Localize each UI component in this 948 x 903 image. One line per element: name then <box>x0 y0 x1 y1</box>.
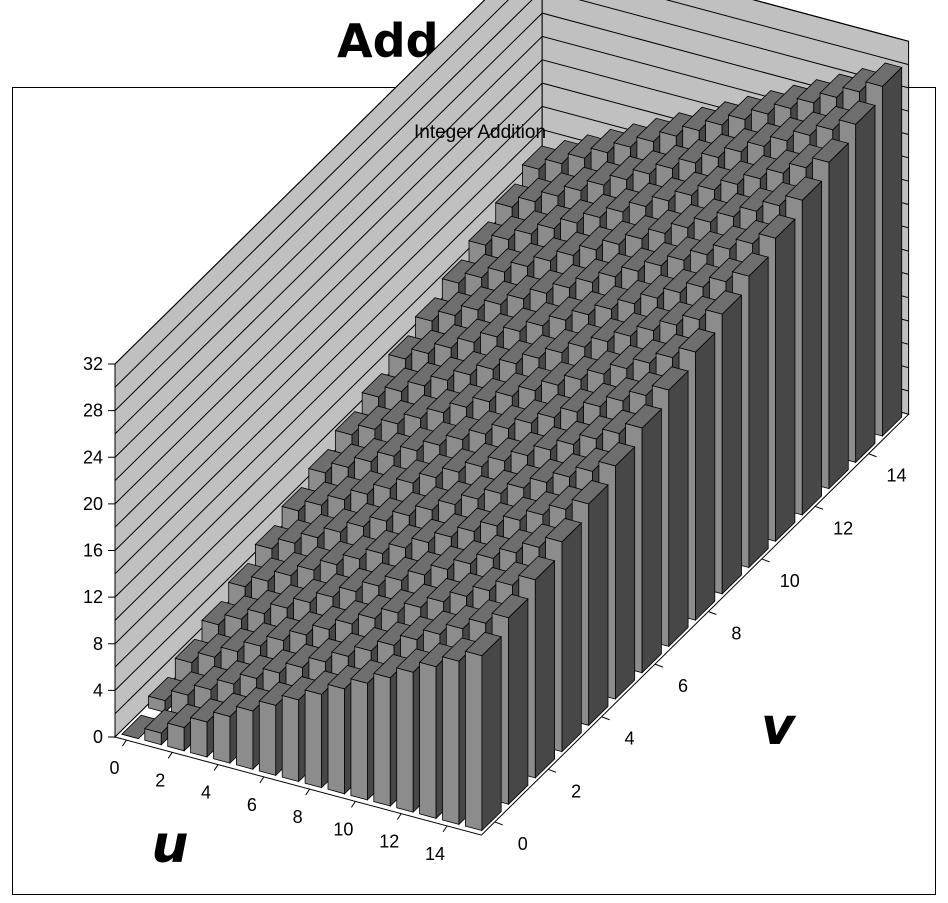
chart-title: Integer Addition <box>414 122 546 143</box>
title-function-name: Add <box>337 14 439 68</box>
bar-side-face <box>641 408 662 674</box>
bar-side-face <box>481 635 502 832</box>
bar-top-face <box>491 593 529 619</box>
x-tick-label: 10 <box>333 819 353 839</box>
z-tick-label: 24 <box>83 447 103 467</box>
bar-top-face <box>704 290 743 315</box>
gridline <box>114 12 909 435</box>
bar-top-face <box>785 176 823 201</box>
y-tick <box>814 505 824 510</box>
bar-front-face <box>304 689 323 789</box>
gridline <box>114 0 909 411</box>
bar-side-face <box>801 180 822 516</box>
y-tick <box>708 611 717 615</box>
x-tick <box>122 739 127 747</box>
x-tick-label: 4 <box>201 783 211 803</box>
bar-front-face <box>167 722 185 752</box>
x-tick <box>396 813 402 820</box>
y-tick-label: 10 <box>780 571 800 591</box>
bar-front-face <box>419 661 437 819</box>
z-tick-label: 20 <box>83 494 103 514</box>
chart-bars <box>121 62 903 832</box>
bar-front-face <box>213 711 231 764</box>
y-tick-label: 0 <box>518 834 528 854</box>
gridline <box>114 0 909 365</box>
bar-side-face <box>748 256 769 569</box>
x-axis-label: u <box>151 815 188 875</box>
x-tick-label: 12 <box>379 832 399 852</box>
y-tick <box>494 821 503 826</box>
x-tick <box>442 825 448 833</box>
bar-front-face <box>350 678 368 801</box>
bar-top-face <box>811 138 850 163</box>
x-tick <box>167 752 173 759</box>
bar-top-face <box>598 442 636 467</box>
bar-top-face <box>464 631 502 657</box>
gridline <box>114 0 909 388</box>
x-tick <box>259 776 265 784</box>
y-tick <box>868 453 877 458</box>
y-tick-label: 4 <box>625 729 635 749</box>
bar-front-face <box>327 683 345 795</box>
x-tick-label: 2 <box>155 770 165 790</box>
bar-top-face <box>518 555 556 581</box>
bar-top-face <box>838 100 876 125</box>
y-tick <box>547 768 557 773</box>
bar-top-face <box>731 252 769 277</box>
y-axis-label: v <box>761 697 797 757</box>
bar-front-face <box>281 694 300 783</box>
y-tick-label: 2 <box>571 781 581 801</box>
bar-side-face <box>721 294 742 595</box>
y-tick-label: 8 <box>731 624 741 644</box>
bar-top-face <box>865 62 903 87</box>
x-tick-label: 0 <box>109 758 119 778</box>
z-tick-label: 12 <box>83 587 103 607</box>
bar-front-face <box>442 656 460 825</box>
bar-top-face <box>624 404 663 429</box>
z-tick-label: 16 <box>83 541 103 561</box>
x-tick <box>305 788 311 796</box>
bar-side-face <box>855 104 876 464</box>
y-tick-label: 14 <box>887 466 907 486</box>
z-tick-label: 4 <box>93 680 103 700</box>
y-tick <box>601 716 610 721</box>
bar-top-face <box>678 328 716 353</box>
bar-front-face <box>373 672 391 807</box>
bar-top-face <box>544 518 583 543</box>
y-tick <box>654 663 664 668</box>
bar-side-face <box>588 483 609 727</box>
x-tick-label: 14 <box>425 844 445 864</box>
bar-side-face <box>695 332 716 622</box>
bar-side-face <box>508 597 529 806</box>
z-tick-label: 28 <box>83 401 103 421</box>
y-tick-label: 6 <box>678 676 688 696</box>
x-tick-label: 6 <box>247 795 257 815</box>
bar-side-face <box>828 142 849 490</box>
z-tick-label: 32 <box>83 354 103 374</box>
bar-front-face <box>190 717 208 758</box>
bar-top-face <box>758 214 796 239</box>
x-tick-label: 8 <box>293 807 303 827</box>
bar-side-face <box>561 521 582 753</box>
bar-front-face <box>258 700 277 776</box>
bar-side-face <box>882 66 903 437</box>
x-tick <box>213 764 219 771</box>
bar-front-face <box>235 705 254 770</box>
x-tick <box>351 801 356 808</box>
bar-side-face <box>534 559 555 779</box>
z-tick-label: 0 <box>93 727 103 747</box>
bar-side-face <box>668 370 689 648</box>
bar-side-face <box>615 446 636 700</box>
bar-side-face <box>775 218 796 543</box>
bar-top-face <box>571 480 609 505</box>
bar-top-face <box>651 366 689 391</box>
bar <box>464 631 502 832</box>
y-tick <box>761 558 770 563</box>
z-tick-label: 8 <box>93 634 103 654</box>
bar-front-face <box>396 667 414 813</box>
bar-front-face <box>464 650 483 832</box>
y-tick-label: 12 <box>833 518 853 538</box>
